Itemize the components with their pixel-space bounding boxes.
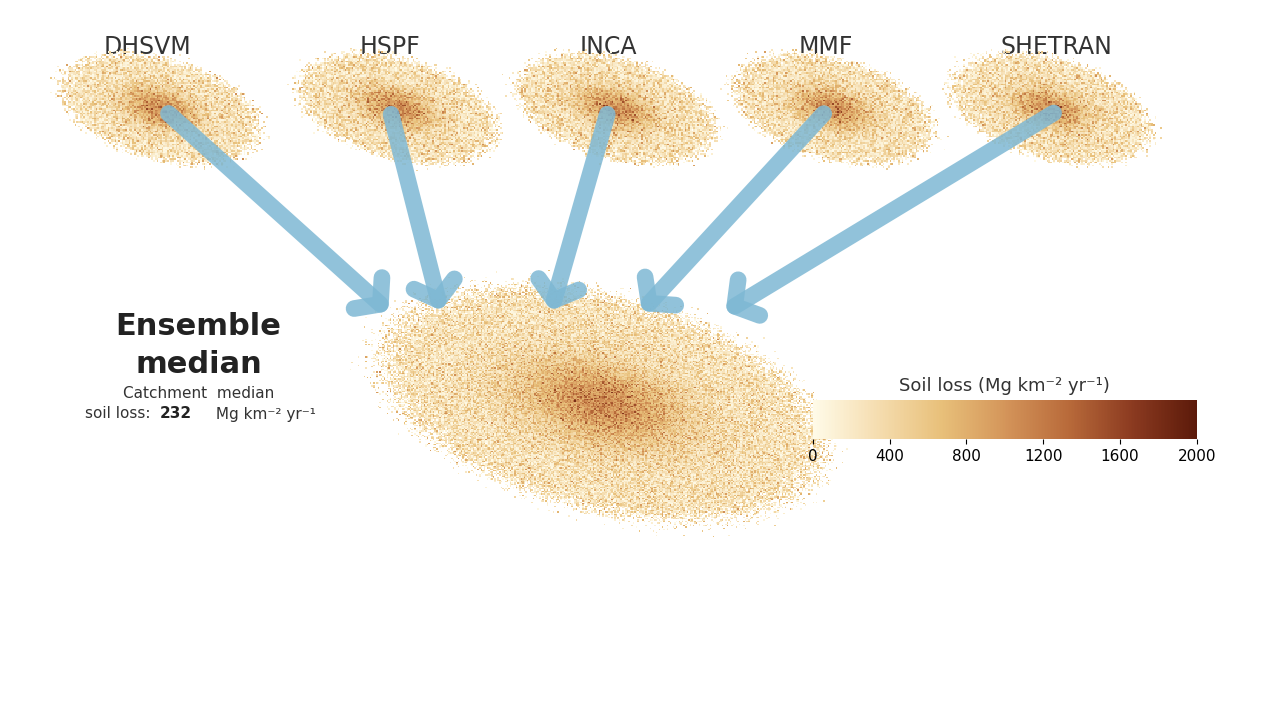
Text: soil loss:: soil loss: (84, 407, 160, 421)
Text: Ensemble
median: Ensemble median (115, 312, 282, 379)
Title: Soil loss (Mg km⁻² yr⁻¹): Soil loss (Mg km⁻² yr⁻¹) (900, 377, 1110, 395)
Text: INCA: INCA (580, 35, 636, 59)
Text: 232: 232 (160, 407, 192, 421)
Text: Catchment  median: Catchment median (123, 387, 274, 401)
Text: SHETRAN: SHETRAN (1000, 35, 1112, 59)
Text: Mg km⁻² yr⁻¹: Mg km⁻² yr⁻¹ (211, 407, 316, 421)
Text: HSPF: HSPF (360, 35, 421, 59)
Text: MMF: MMF (799, 35, 852, 59)
Text: DHSVM: DHSVM (104, 35, 191, 59)
